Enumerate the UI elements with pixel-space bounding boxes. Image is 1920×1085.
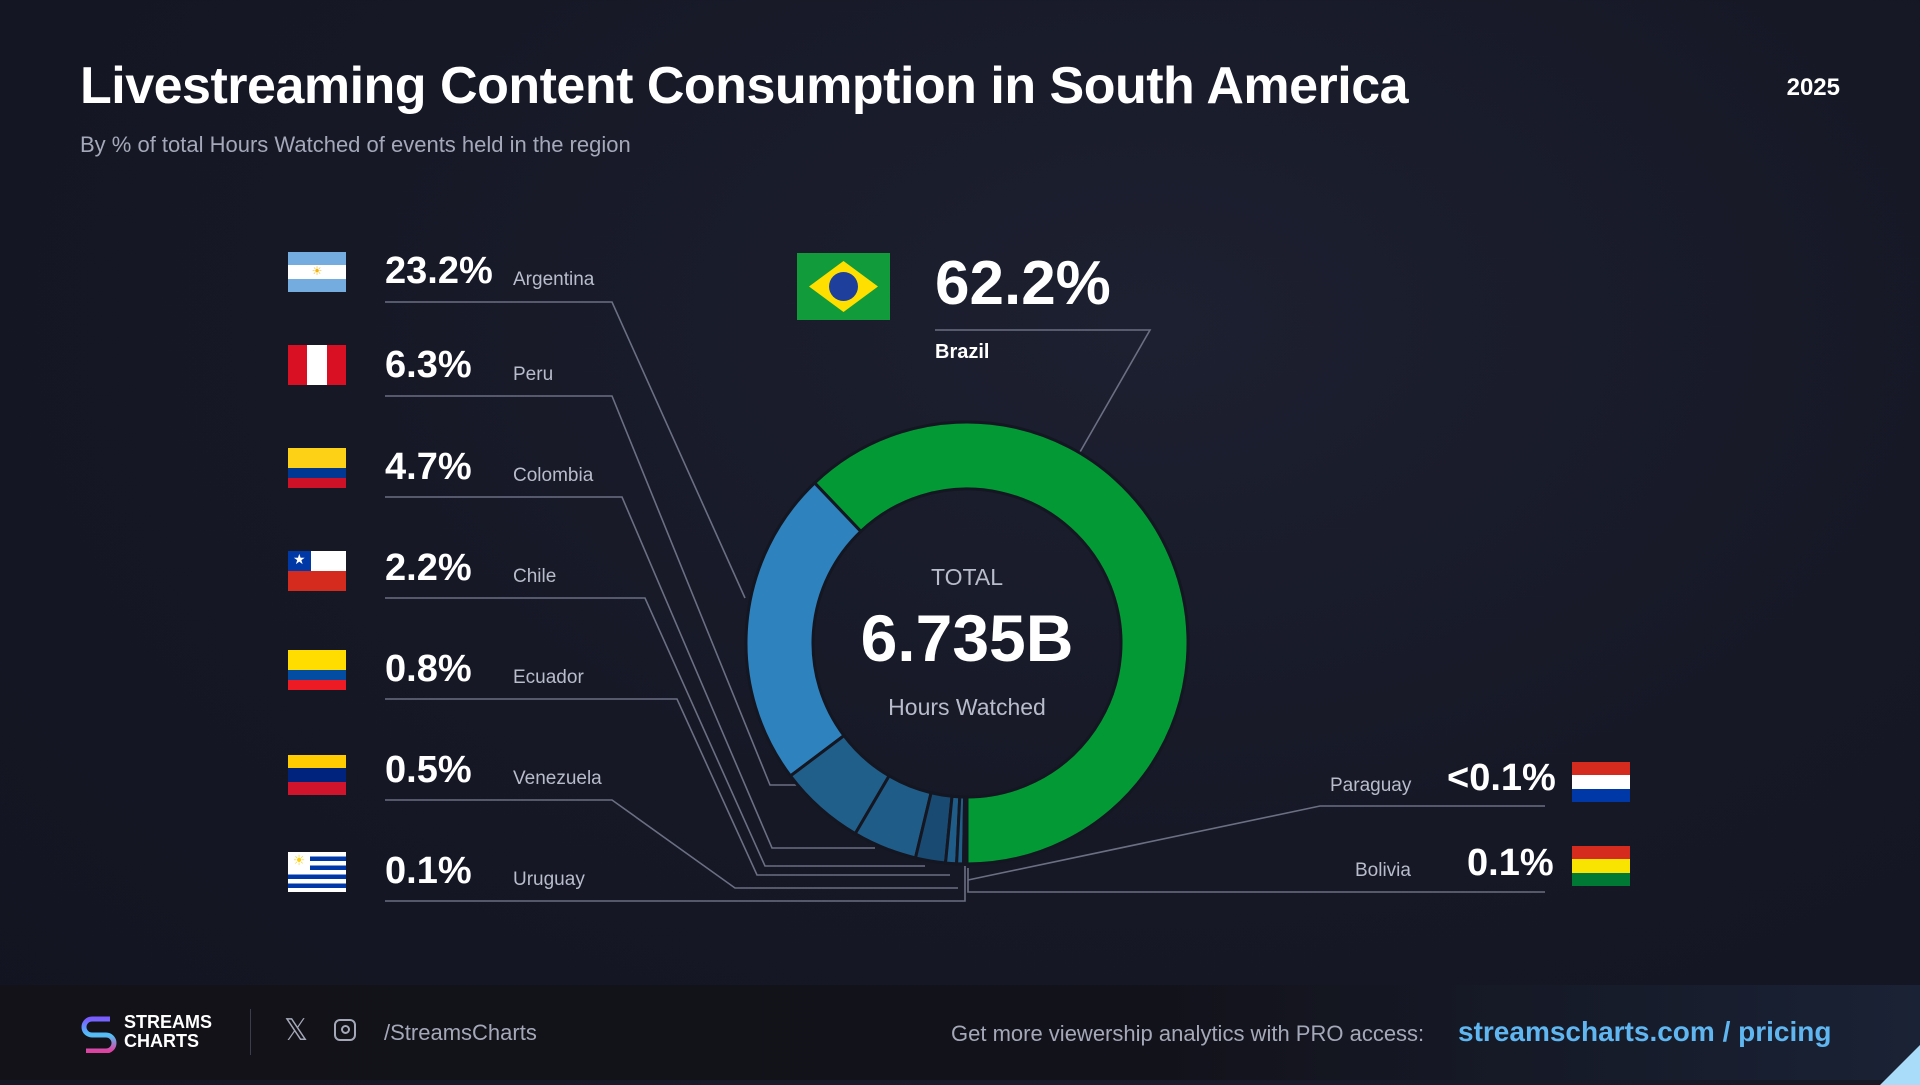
brand-line1: STREAMS xyxy=(124,1012,213,1032)
leader-argentina xyxy=(385,301,746,599)
name-venezuela: Venezuela xyxy=(513,768,602,789)
name-argentina: Argentina xyxy=(513,269,595,290)
page-subtitle: By % of total Hours Watched of events he… xyxy=(80,132,631,157)
center-label-total: TOTAL xyxy=(931,564,1003,590)
brand-name: STREAMS CHARTS xyxy=(124,1013,212,1051)
pct-chile: 2.2% xyxy=(385,547,472,589)
corner-decoration xyxy=(1880,1025,1920,1085)
slice-brazil xyxy=(812,420,1190,866)
flag-peru xyxy=(288,345,346,385)
pct-colombia: 4.7% xyxy=(385,446,472,488)
center-total-value: 6.735B xyxy=(860,601,1074,675)
divider xyxy=(250,1009,251,1055)
instagram-icon[interactable] xyxy=(334,1019,356,1041)
slice-paraguay xyxy=(964,795,969,866)
leader-brazil xyxy=(935,329,1152,453)
flag-bolivia xyxy=(1572,846,1630,886)
flag-paraguay xyxy=(1572,762,1630,802)
name-ecuador: Ecuador xyxy=(513,667,584,688)
pct-peru: 6.3% xyxy=(385,344,472,386)
x-icon[interactable]: 𝕏 xyxy=(284,1014,309,1047)
year-label: 2025 xyxy=(1786,74,1840,101)
leader-bolivia xyxy=(967,868,1545,893)
leader-uruguay xyxy=(385,866,966,902)
name-uruguay: Uruguay xyxy=(513,869,585,890)
flag-uruguay: ☀ xyxy=(288,852,346,892)
name-chile: Chile xyxy=(513,566,557,587)
name-peru: Peru xyxy=(513,364,554,385)
streamscharts-logo-icon xyxy=(81,1016,117,1053)
name-brazil: Brazil xyxy=(935,341,990,363)
flag-chile: ★ xyxy=(288,551,346,591)
pct-argentina: 23.2% xyxy=(385,250,493,292)
flag-venezuela xyxy=(288,755,346,795)
center-label-hours: Hours Watched xyxy=(888,694,1046,720)
leader-chile xyxy=(385,597,925,867)
page-title: Livestreaming Content Consumption in Sou… xyxy=(80,57,1409,115)
leader-venezuela xyxy=(385,799,958,889)
leader-ecuador xyxy=(385,698,950,876)
name-colombia: Colombia xyxy=(513,465,594,486)
footer: STREAMS CHARTS 𝕏 /StreamsCharts Get more … xyxy=(0,985,1920,1085)
leader-peru xyxy=(385,395,805,786)
pct-venezuela: 0.5% xyxy=(385,749,472,791)
pct-ecuador: 0.8% xyxy=(385,648,472,690)
name-bolivia: Bolivia xyxy=(1355,860,1411,881)
name-paraguay: Paraguay xyxy=(1330,775,1412,796)
pct-brazil: 62.2% xyxy=(935,249,1111,318)
leader-colombia xyxy=(385,496,875,849)
brand-line2: CHARTS xyxy=(124,1031,199,1051)
pct-uruguay: 0.1% xyxy=(385,850,472,892)
flag-ecuador xyxy=(288,650,346,690)
cta-text: Get more viewership analytics with PRO a… xyxy=(951,1021,1425,1046)
social-handle[interactable]: /StreamsCharts xyxy=(384,1020,537,1045)
pct-paraguay: <0.1% xyxy=(1447,757,1556,799)
flag-argentina: ☀ xyxy=(288,252,346,292)
pct-bolivia: 0.1% xyxy=(1467,842,1554,884)
pricing-link[interactable]: streamscharts.com / pricing xyxy=(1458,1016,1832,1047)
flag-colombia xyxy=(288,448,346,488)
flag-brazil xyxy=(797,253,890,320)
leader-paraguay xyxy=(967,805,1545,881)
